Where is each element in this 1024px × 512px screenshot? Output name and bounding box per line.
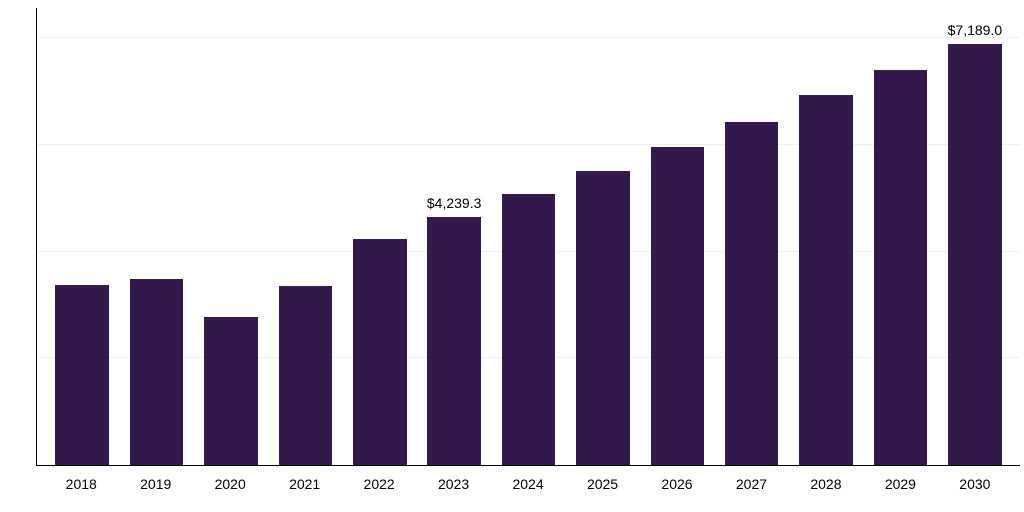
x-tick: 2027 [714,466,788,512]
bar-slot [343,8,417,465]
bar-value-label: $4,239.3 [427,195,482,211]
x-tick: 2021 [267,466,341,512]
bar-2023 [427,217,481,465]
bar-2019 [130,279,184,465]
x-tick: 2023 [416,466,490,512]
x-tick: 2029 [863,466,937,512]
bar-slot [863,8,937,465]
x-tick: 2022 [342,466,416,512]
x-tick: 2020 [193,466,267,512]
bar-slot [194,8,268,465]
x-axis: 2018201920202021202220232024202520262027… [36,466,1020,512]
bars-container: $4,239.3 $7,189.0 [37,8,1020,465]
bar-slot [45,8,119,465]
bar-2020 [204,317,258,465]
bar-slot [566,8,640,465]
revenue-bar-chart: $4,239.3$7,189.0 20182019202020212022202… [0,0,1024,512]
x-tick: 2024 [491,466,565,512]
x-tick: 2018 [44,466,118,512]
bar-2026 [651,147,705,465]
bar-2025 [576,171,630,465]
bar-2024 [502,194,556,465]
bar-2027 [725,122,779,465]
bar-slot [268,8,342,465]
bar-slot [715,8,789,465]
bar-2028 [799,95,853,465]
bar-value-label: $7,189.0 [948,22,1003,38]
bar-slot [491,8,565,465]
x-tick: 2028 [789,466,863,512]
plot-area: $4,239.3 $7,189.0 [36,8,1020,466]
bar-2018 [55,285,109,465]
bar-2022 [353,239,407,465]
bar-2030 [948,44,1002,465]
bar-2029 [874,70,928,465]
bar-slot [119,8,193,465]
bar-slot: $4,239.3 [417,8,491,465]
bar-slot [640,8,714,465]
x-tick: 2030 [938,466,1012,512]
bar-2021 [279,286,333,465]
x-tick: 2025 [565,466,639,512]
x-tick: 2026 [640,466,714,512]
bar-slot: $7,189.0 [938,8,1012,465]
x-tick: 2019 [118,466,192,512]
bar-slot [789,8,863,465]
